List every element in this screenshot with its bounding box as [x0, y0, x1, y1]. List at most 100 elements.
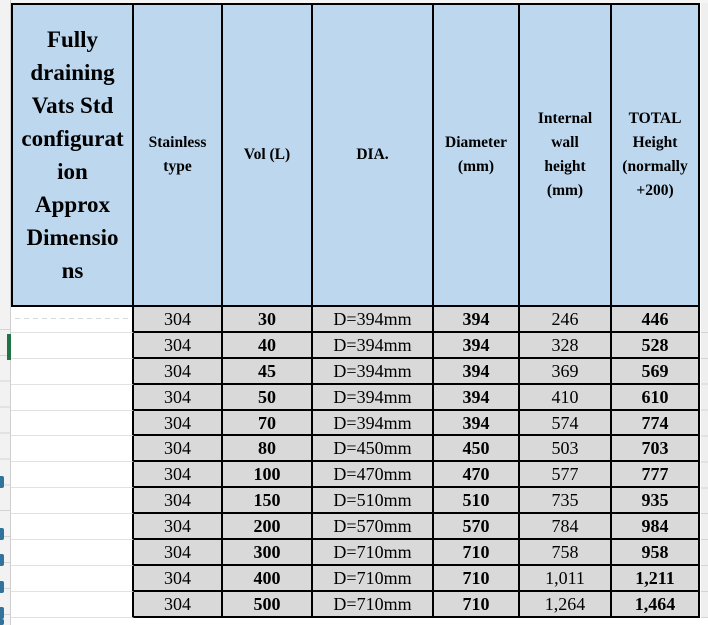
dimensions-table: Fully draining Vats Std configuration Ap… — [11, 3, 700, 618]
header-internal-wall-height[interactable]: Internal wall height (mm) — [520, 3, 612, 307]
cell-diameter[interactable]: 570 — [434, 514, 520, 541]
cell-dia[interactable]: D=710mm — [313, 565, 434, 592]
cell-total-height[interactable]: 703 — [612, 436, 700, 463]
row-label-cell[interactable] — [11, 514, 134, 541]
cell-stainless-type[interactable]: 304 — [134, 565, 223, 592]
cell-wall-height[interactable]: 246 — [520, 307, 612, 333]
row-label-cell[interactable] — [11, 307, 134, 333]
right-margin-strip — [701, 3, 708, 625]
cell-diameter[interactable]: 394 — [434, 410, 520, 437]
cell-dia[interactable]: D=394mm — [313, 307, 434, 333]
clipped-text-fragment — [0, 554, 4, 566]
cell-stainless-type[interactable]: 304 — [134, 307, 223, 333]
table-title-cell[interactable]: Fully draining Vats Std configuration Ap… — [11, 3, 134, 307]
cell-vol[interactable]: 30 — [223, 307, 313, 333]
left-gridlines — [0, 304, 10, 625]
cell-diameter[interactable]: 394 — [434, 307, 520, 333]
cell-stainless-type[interactable]: 304 — [134, 436, 223, 463]
cell-vol[interactable]: 50 — [223, 384, 313, 411]
cell-dia[interactable]: D=394mm — [313, 332, 434, 359]
cell-wall-height[interactable]: 410 — [520, 384, 612, 411]
cell-dia[interactable]: D=470mm — [313, 462, 434, 489]
cell-wall-height[interactable]: 328 — [520, 332, 612, 359]
row-label-cell[interactable] — [11, 488, 134, 515]
cell-diameter[interactable]: 394 — [434, 384, 520, 411]
cell-stainless-type[interactable]: 304 — [134, 384, 223, 411]
cell-diameter[interactable]: 710 — [434, 565, 520, 592]
cell-total-height[interactable]: 935 — [612, 488, 700, 515]
cell-wall-height[interactable]: 369 — [520, 358, 612, 385]
row-label-cell[interactable] — [11, 384, 134, 411]
row-label-cell[interactable] — [11, 565, 134, 592]
cell-diameter[interactable]: 710 — [434, 540, 520, 566]
cell-total-height[interactable]: 610 — [612, 384, 700, 411]
cell-diameter[interactable]: 394 — [434, 358, 520, 385]
cell-diameter[interactable]: 470 — [434, 462, 520, 489]
cell-diameter[interactable]: 710 — [434, 591, 520, 618]
cell-vol[interactable]: 70 — [223, 410, 313, 437]
cell-wall-height[interactable]: 1,264 — [520, 591, 612, 618]
row-label-cell[interactable] — [11, 436, 134, 463]
clipped-text-fragment — [0, 528, 4, 540]
cell-vol[interactable]: 80 — [223, 436, 313, 463]
header-dia[interactable]: DIA. — [313, 3, 434, 307]
cell-wall-height[interactable]: 503 — [520, 436, 612, 463]
cell-vol[interactable]: 100 — [223, 462, 313, 489]
row-label-cell[interactable] — [11, 591, 134, 618]
cell-stainless-type[interactable]: 304 — [134, 462, 223, 489]
top-margin-strip — [0, 0, 708, 3]
cell-stainless-type[interactable]: 304 — [134, 540, 223, 566]
cell-dia[interactable]: D=710mm — [313, 591, 434, 618]
cell-vol[interactable]: 40 — [223, 332, 313, 359]
cell-dia[interactable]: D=394mm — [313, 384, 434, 411]
bottom-margin-strip — [11, 618, 708, 625]
row-label-cell[interactable] — [11, 410, 134, 437]
cell-total-height[interactable]: 1,211 — [612, 565, 700, 592]
cell-total-height[interactable]: 777 — [612, 462, 700, 489]
cell-dia[interactable]: D=710mm — [313, 540, 434, 566]
cell-dia[interactable]: D=510mm — [313, 488, 434, 515]
cell-wall-height[interactable]: 758 — [520, 540, 612, 566]
row-label-cell[interactable] — [11, 358, 134, 385]
cell-diameter[interactable]: 394 — [434, 332, 520, 359]
cell-total-height[interactable]: 528 — [612, 332, 700, 359]
clipped-text-fragment — [0, 581, 4, 593]
cell-dia[interactable]: D=394mm — [313, 358, 434, 385]
cell-dia[interactable]: D=570mm — [313, 514, 434, 541]
cell-total-height[interactable]: 446 — [612, 307, 700, 333]
cell-stainless-type[interactable]: 304 — [134, 410, 223, 437]
row-label-cell[interactable] — [11, 462, 134, 489]
cell-wall-height[interactable]: 784 — [520, 514, 612, 541]
row-label-cell[interactable] — [11, 540, 134, 566]
cell-vol[interactable]: 300 — [223, 540, 313, 566]
cell-total-height[interactable]: 1,464 — [612, 591, 700, 618]
clipped-text-fragment — [0, 607, 4, 619]
cell-stainless-type[interactable]: 304 — [134, 488, 223, 515]
cell-vol[interactable]: 500 — [223, 591, 313, 618]
cell-diameter[interactable]: 510 — [434, 488, 520, 515]
cell-wall-height[interactable]: 577 — [520, 462, 612, 489]
cell-dia[interactable]: D=394mm — [313, 410, 434, 437]
header-total-height[interactable]: TOTAL Height (normally +200) — [612, 3, 700, 307]
cell-total-height[interactable]: 569 — [612, 358, 700, 385]
cell-total-height[interactable]: 958 — [612, 540, 700, 566]
cell-stainless-type[interactable]: 304 — [134, 332, 223, 359]
cell-total-height[interactable]: 774 — [612, 410, 700, 437]
cell-vol[interactable]: 45 — [223, 358, 313, 385]
row-label-cell[interactable] — [11, 332, 134, 359]
cell-vol[interactable]: 400 — [223, 565, 313, 592]
cell-stainless-type[interactable]: 304 — [134, 591, 223, 618]
cell-dia[interactable]: D=450mm — [313, 436, 434, 463]
cell-wall-height[interactable]: 574 — [520, 410, 612, 437]
cell-total-height[interactable]: 984 — [612, 514, 700, 541]
cell-wall-height[interactable]: 735 — [520, 488, 612, 515]
header-stainless-type[interactable]: Stainless type — [134, 3, 223, 307]
cell-wall-height[interactable]: 1,011 — [520, 565, 612, 592]
cell-stainless-type[interactable]: 304 — [134, 358, 223, 385]
header-vol[interactable]: Vol (L) — [223, 3, 313, 307]
cell-diameter[interactable]: 450 — [434, 436, 520, 463]
header-diameter-mm[interactable]: Diameter (mm) — [434, 3, 520, 307]
cell-vol[interactable]: 200 — [223, 514, 313, 541]
cell-vol[interactable]: 150 — [223, 488, 313, 515]
cell-stainless-type[interactable]: 304 — [134, 514, 223, 541]
